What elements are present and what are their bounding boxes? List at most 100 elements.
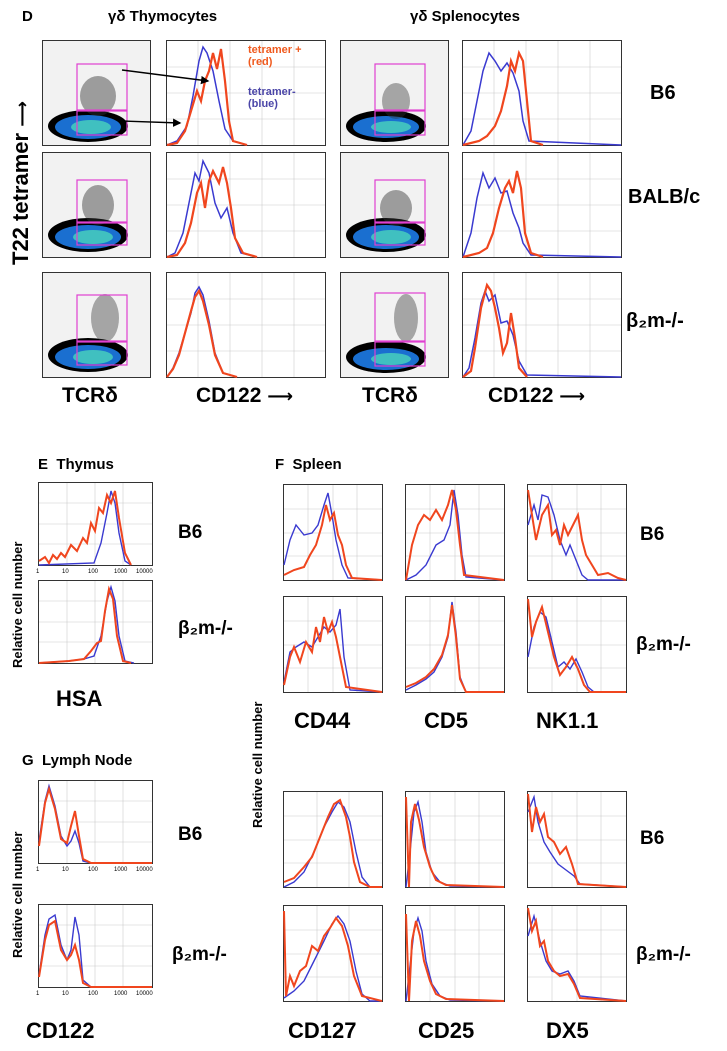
red-curve — [462, 170, 544, 259]
panel-g-heading: G Lymph Node — [22, 752, 132, 769]
red-curve — [166, 166, 258, 259]
grid — [167, 273, 325, 377]
hist-spl-b6 — [462, 40, 622, 147]
grid — [406, 597, 504, 692]
hist-svg — [38, 483, 152, 566]
red-curve — [527, 598, 626, 693]
strain-g-b2m: β₂m-/- — [172, 944, 227, 965]
hist-thy-b2m — [166, 272, 326, 379]
red-curve — [527, 907, 627, 1002]
hist-thy-balbc — [166, 152, 326, 259]
hist-f-dx5-b6 — [527, 791, 627, 888]
grid — [284, 485, 382, 580]
grid — [39, 483, 152, 565]
dot-scatter — [91, 294, 119, 342]
grid — [284, 792, 382, 887]
gate-upper — [374, 292, 426, 342]
tick-label: 10000 — [136, 991, 153, 997]
tick-label: 1000 — [114, 569, 128, 575]
gate-lower — [374, 110, 426, 136]
grid — [528, 906, 626, 1001]
blue-curve — [462, 170, 622, 258]
hist-f-cd5-b6 — [405, 484, 505, 581]
hist-svg — [38, 905, 152, 988]
gate-lower — [374, 341, 426, 367]
hist-svg — [38, 781, 152, 864]
hist-spl-balbc — [462, 152, 622, 259]
flow-svg — [48, 294, 128, 372]
grid — [39, 581, 152, 663]
dot-scatter — [394, 294, 418, 342]
ticks-e-1: 1 10 100 1000 10000 — [36, 569, 153, 575]
dot-scatter — [382, 83, 410, 119]
red-curve — [283, 798, 382, 888]
x-label-hsa: HSA — [56, 686, 103, 711]
legend-tetramer-neg: tetramer- (blue) — [248, 86, 296, 110]
x-label-cd122-g: CD122 — [26, 1018, 95, 1043]
flow-svg — [346, 63, 426, 142]
strain-e-b6: B6 — [178, 522, 203, 543]
dot-scatter — [82, 185, 114, 225]
strain-e-b2m: β₂m-/- — [178, 618, 233, 639]
gate-upper — [76, 179, 128, 223]
cd122-text: CD122 — [196, 384, 262, 407]
blue-curve — [38, 783, 152, 864]
red-curve — [166, 288, 238, 379]
panel-g-title: Lymph Node — [42, 752, 133, 769]
red-curve — [462, 282, 528, 378]
red-curve — [527, 489, 627, 581]
blue-curve — [38, 490, 132, 566]
red-curve — [283, 910, 383, 1002]
t22-tetramer-axis-label: T22 tetramer ⟶ — [8, 101, 34, 265]
hist-svg — [527, 906, 627, 1002]
strain-label-b6: B6 — [650, 82, 676, 104]
grid — [463, 153, 621, 257]
panel-f-letter: F — [275, 456, 285, 473]
red-curve — [38, 490, 132, 566]
flow-plot-thy-b6 — [42, 40, 151, 146]
panel-g-y-label: Relative cell number — [10, 831, 25, 958]
dot-scatter — [380, 190, 412, 226]
tick-label: 10 — [62, 867, 69, 873]
splenocytes-title: γδ Splenocytes — [410, 8, 520, 25]
legend-pos-sub: (red) — [248, 56, 273, 68]
arrow-up-icon: ⟶ — [12, 100, 32, 127]
ticks-g-2: 1 10 100 1000 10000 — [36, 991, 153, 997]
gate-lower — [76, 341, 128, 366]
strain-label-b2m: β₂m-/- — [626, 310, 684, 332]
panel-d-letter: D — [22, 8, 33, 25]
x-label-tcrd-2: TCRδ — [362, 384, 418, 407]
density-cyan — [371, 230, 411, 244]
blue-curve — [283, 608, 383, 693]
strain-f-bottom-b6: B6 — [640, 828, 665, 849]
gate-upper — [374, 63, 426, 111]
hist-f-nk11-b2m — [527, 596, 627, 693]
hist-f-cd25-b2m — [405, 905, 505, 1002]
hist-svg — [527, 597, 626, 693]
tick-label: 10000 — [136, 569, 153, 575]
panel-e-heading: E Thymus — [38, 456, 114, 473]
panel-e-letter: E — [38, 456, 49, 473]
panel-f-heading: F Spleen — [275, 456, 342, 473]
gate-upper — [76, 294, 128, 342]
hist-svg — [283, 906, 383, 1002]
panel-g-letter: G — [22, 752, 34, 769]
grid — [463, 41, 621, 145]
red-curve — [527, 793, 627, 888]
hist-f-nk11-b6 — [527, 484, 627, 581]
grid — [406, 485, 504, 580]
panel-f-y-label: Relative cell number — [250, 701, 265, 828]
hist-svg — [38, 581, 152, 664]
cd122-text: CD122 — [488, 384, 554, 407]
arrow-right-icon — [121, 118, 182, 127]
blue-curve — [166, 158, 258, 258]
hist-svg — [527, 792, 627, 888]
hist-svg — [283, 485, 383, 581]
x-label-cd25: CD25 — [418, 1018, 475, 1043]
hist-svg — [462, 41, 622, 147]
hist-f-cd5-b2m — [405, 596, 505, 693]
hist-e-b2m — [38, 580, 153, 664]
x-label-nk11: NK1.1 — [536, 708, 599, 733]
hist-f-cd127-b2m — [283, 905, 383, 1002]
blue-curve — [283, 914, 382, 1002]
